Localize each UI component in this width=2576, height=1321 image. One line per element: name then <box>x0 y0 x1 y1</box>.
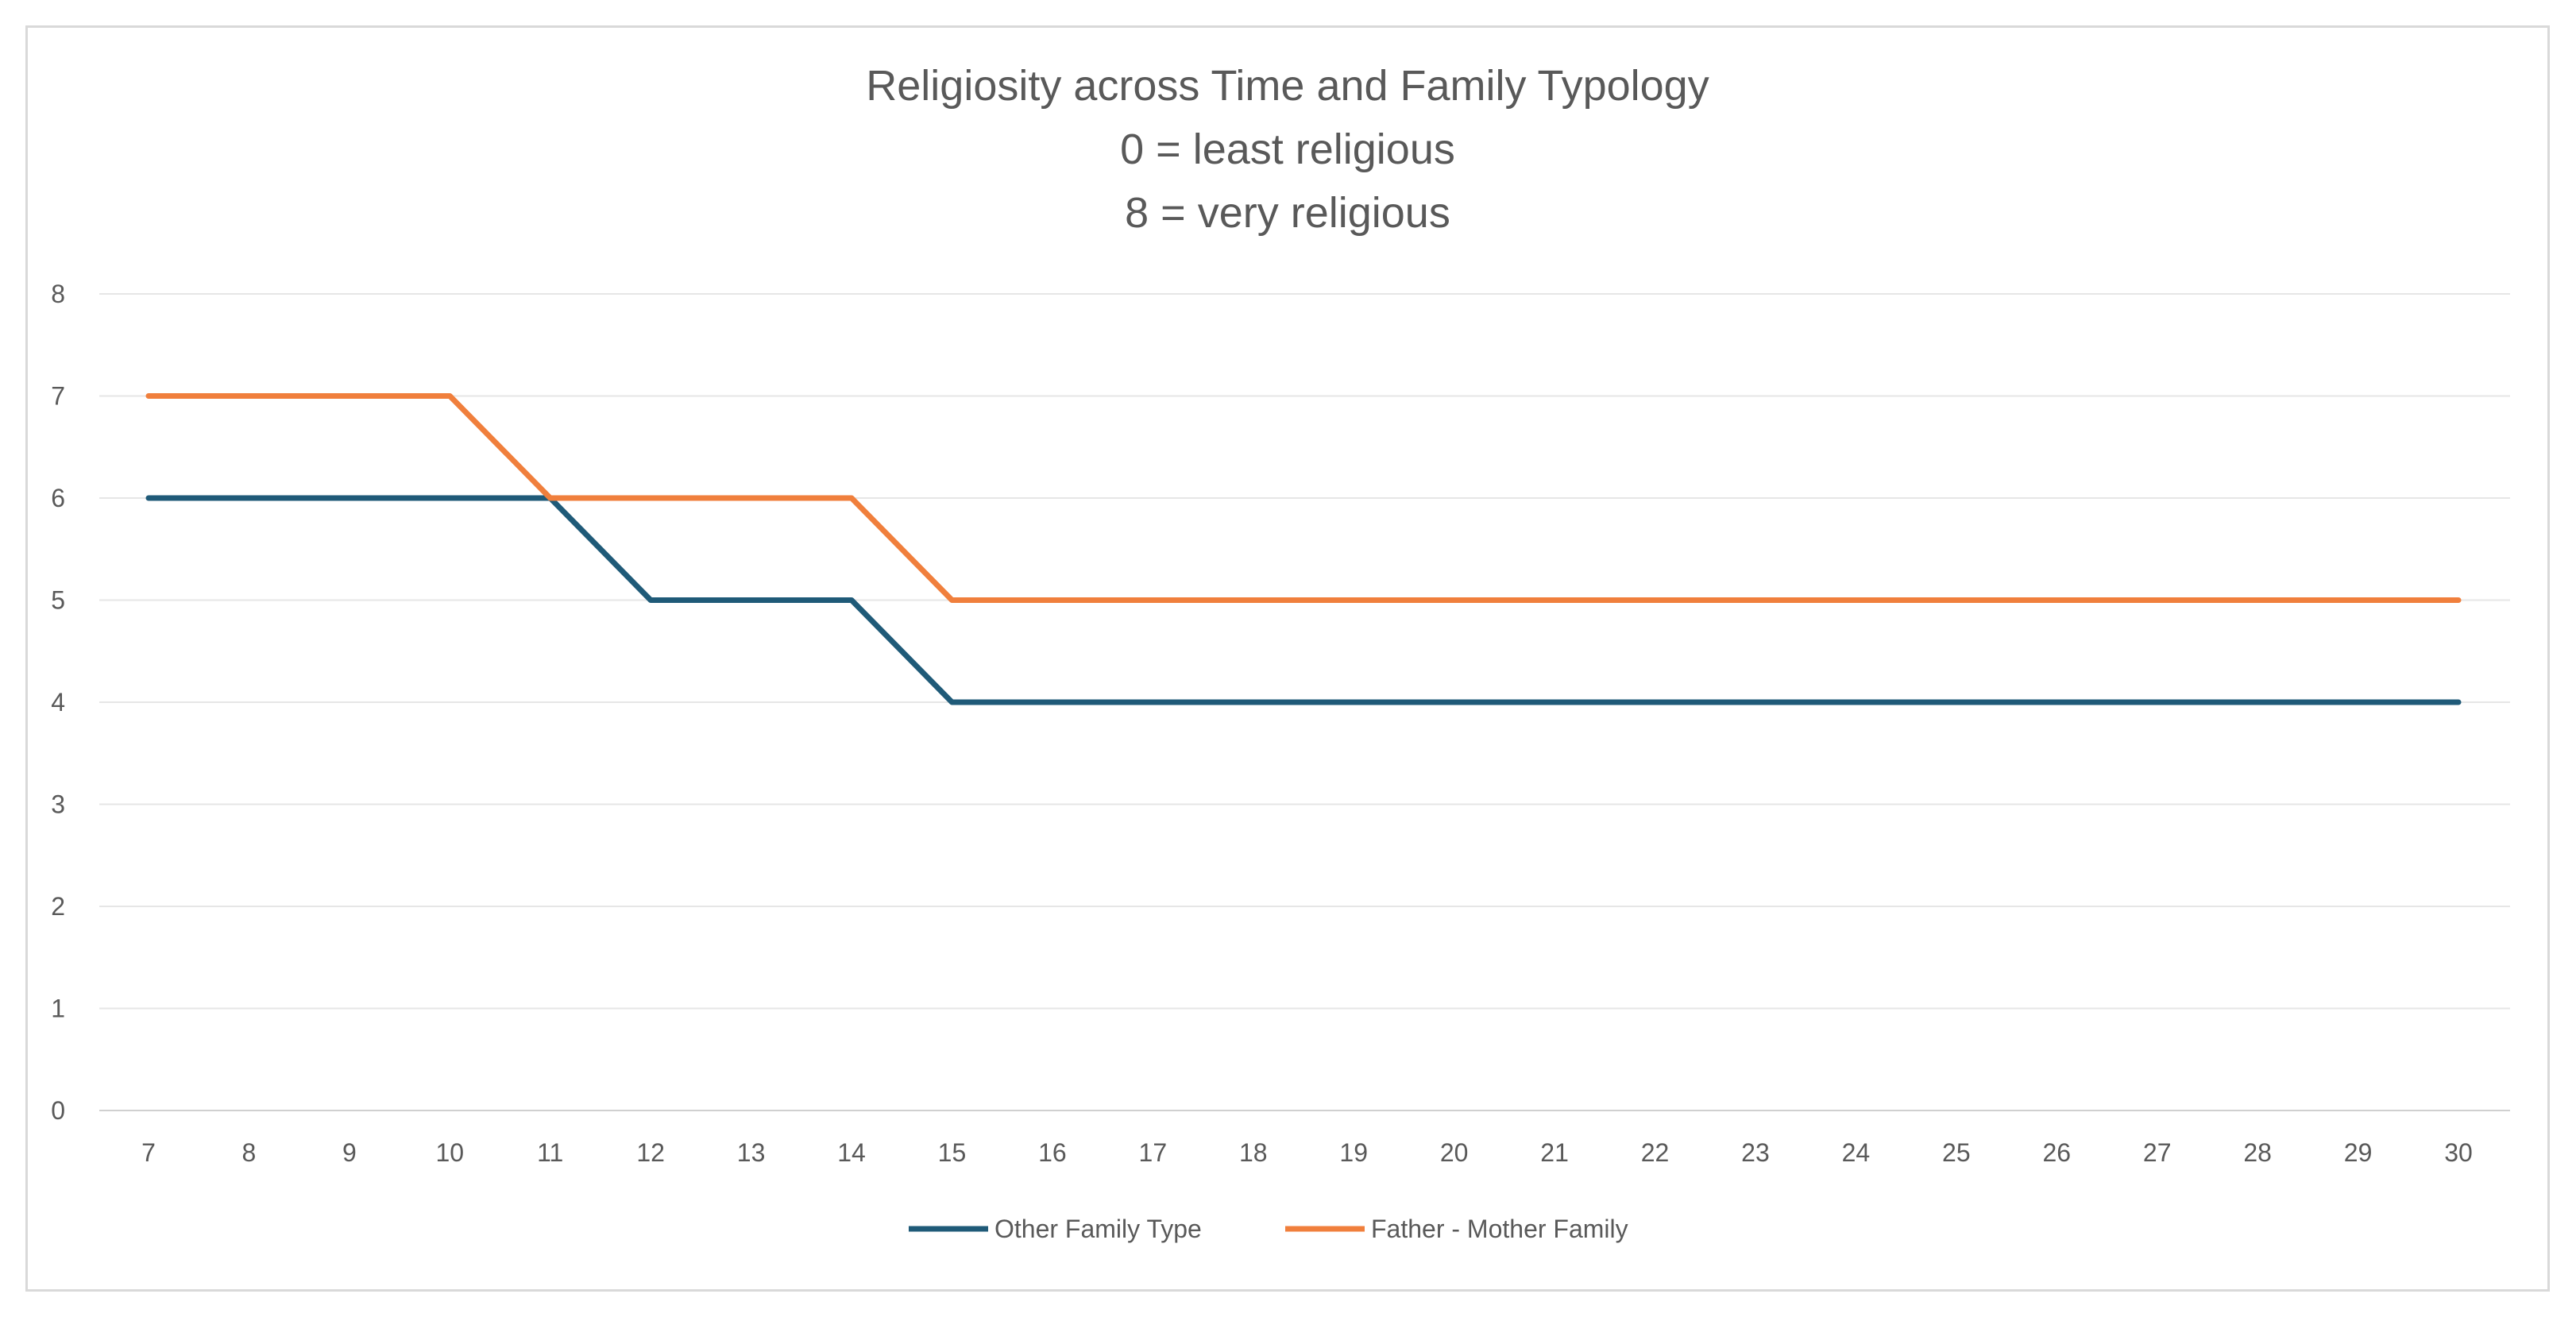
y-tick-label: 5 <box>51 586 65 615</box>
x-tick-label: 20 <box>1440 1138 1469 1167</box>
y-tick-label: 4 <box>51 688 65 717</box>
legend-label-other-family-type: Other Family Type <box>994 1215 1202 1243</box>
x-tick-label: 30 <box>2444 1138 2473 1167</box>
x-tick-label: 27 <box>2143 1138 2172 1167</box>
y-tick-label: 1 <box>51 995 65 1023</box>
series-line-father-mother-family <box>145 393 2462 603</box>
x-tick-label: 11 <box>537 1138 563 1167</box>
y-tick-label: 3 <box>51 790 65 819</box>
y-tick-label: 0 <box>51 1096 65 1125</box>
x-tick-label: 17 <box>1139 1138 1168 1167</box>
chart-frame <box>25 25 2550 1292</box>
legend-label-father-mother-family: Father - Mother Family <box>1371 1215 1628 1243</box>
y-axis-ticks: 0 1 2 3 4 5 6 7 8 <box>51 280 65 1125</box>
x-tick-label: 23 <box>1741 1138 1770 1167</box>
y-tick-label: 6 <box>51 484 65 512</box>
series-lines <box>145 393 2462 705</box>
x-tick-label: 15 <box>938 1138 967 1167</box>
x-tick-label: 16 <box>1038 1138 1067 1167</box>
x-tick-label: 22 <box>1641 1138 1670 1167</box>
x-tick-label: 7 <box>141 1138 156 1167</box>
x-tick-label: 26 <box>2042 1138 2071 1167</box>
chart-title-line-2: 0 = least religious <box>1120 126 1455 173</box>
x-tick-label: 29 <box>2344 1138 2373 1167</box>
x-tick-label: 28 <box>2243 1138 2272 1167</box>
x-tick-label: 8 <box>242 1138 257 1167</box>
x-tick-label: 10 <box>436 1138 465 1167</box>
x-tick-label: 19 <box>1339 1138 1368 1167</box>
series-line-other-family-type <box>145 495 2462 705</box>
y-tick-label: 2 <box>51 892 65 921</box>
x-tick-label: 9 <box>342 1138 357 1167</box>
x-tick-label: 18 <box>1239 1138 1268 1167</box>
x-tick-label: 12 <box>636 1138 665 1167</box>
x-axis-ticks: 7 8 9 10 11 12 13 14 15 16 17 18 19 20 21 22 23 24 25 26 27 2… <box>141 1138 2473 1167</box>
chart-title-line-3: 8 = very religious <box>1125 189 1450 237</box>
chart-title: Religiosity across Time and Family Typol… <box>866 62 1709 237</box>
x-tick-label: 13 <box>737 1138 766 1167</box>
x-tick-label: 21 <box>1540 1138 1569 1167</box>
legend: Other Family Type Father - Mother Family <box>909 1215 1628 1243</box>
y-tick-label: 7 <box>51 382 65 411</box>
x-tick-label: 14 <box>837 1138 866 1167</box>
y-tick-label: 8 <box>51 280 65 308</box>
chart-title-line-1: Religiosity across Time and Family Typol… <box>866 62 1709 110</box>
x-tick-label: 24 <box>1842 1138 1871 1167</box>
x-tick-label: 25 <box>1942 1138 1971 1167</box>
